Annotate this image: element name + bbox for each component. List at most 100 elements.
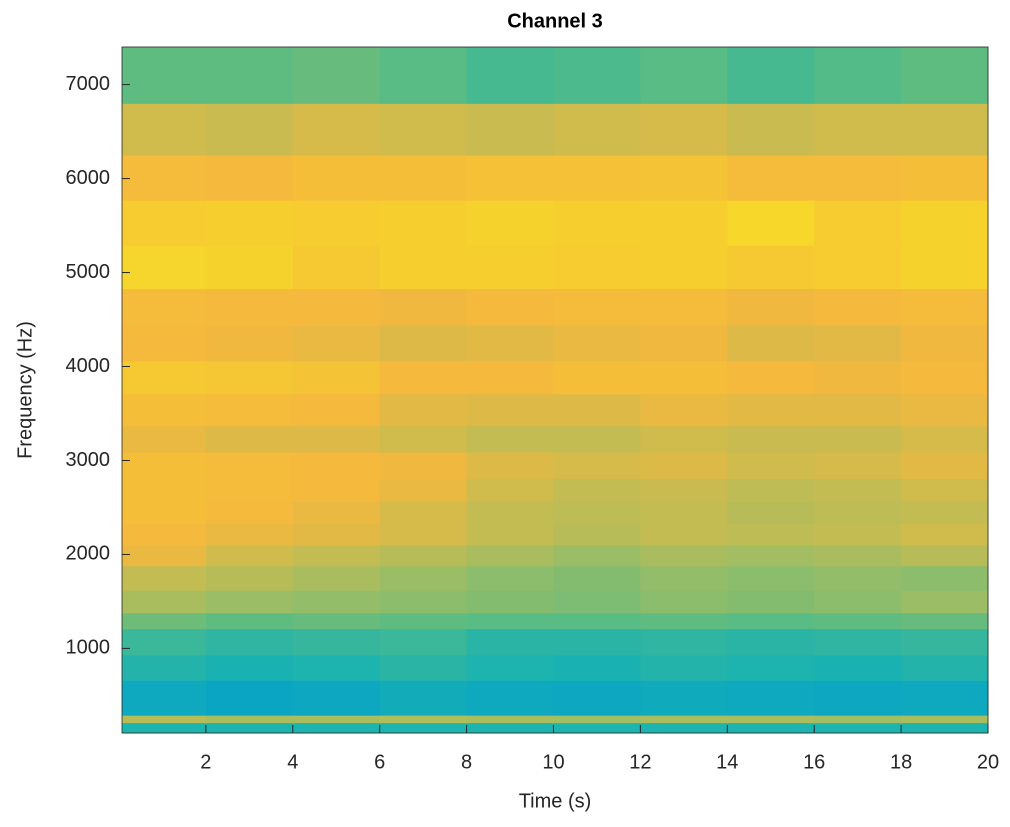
heatmap-cell — [814, 612, 902, 630]
heatmap-cell — [640, 452, 728, 479]
y-tick-label: 7000 — [66, 73, 111, 95]
heatmap-cell — [205, 288, 294, 326]
heatmap-cell — [205, 452, 294, 479]
chart-title: Channel 3 — [507, 10, 603, 32]
heatmap-cell — [901, 722, 989, 734]
heatmap-cell — [640, 545, 728, 567]
heatmap-cell — [466, 393, 554, 427]
heatmap-cell — [727, 565, 815, 591]
heatmap-cell — [122, 680, 207, 716]
heatmap-cell — [814, 523, 902, 546]
heatmap-cell — [553, 245, 641, 290]
heatmap-cell — [727, 478, 815, 502]
heatmap-cell — [901, 288, 989, 326]
heatmap-cell — [122, 200, 207, 246]
heatmap-cell — [205, 245, 294, 290]
heatmap-cell — [466, 103, 554, 156]
heatmap-cell — [814, 565, 902, 591]
heatmap-cell — [205, 360, 294, 395]
heatmap-cell — [727, 245, 815, 290]
heatmap-cell — [814, 325, 902, 362]
heatmap-cell — [379, 590, 468, 614]
heatmap-cell — [379, 452, 468, 479]
heatmap-cell — [122, 47, 207, 104]
heatmap-cell — [640, 360, 728, 395]
heatmap-cell — [727, 628, 815, 656]
heatmap-cell — [727, 288, 815, 326]
heatmap-cell — [379, 715, 468, 724]
heatmap-cell — [727, 722, 815, 734]
heatmap-cell — [901, 715, 989, 724]
heatmap-cell — [901, 103, 989, 156]
heatmap-cell — [901, 500, 989, 524]
heatmap-cell — [379, 565, 468, 591]
heatmap-cell — [466, 722, 554, 734]
heatmap-cell — [814, 155, 902, 201]
y-axis-label: Frequency (Hz) — [14, 321, 36, 459]
y-tick-label: 4000 — [66, 355, 111, 377]
heatmap-cell — [466, 655, 554, 681]
heatmap-cell — [205, 565, 294, 591]
heatmap-cell — [901, 590, 989, 614]
heatmap-cell — [901, 680, 989, 716]
heatmap-cell — [292, 360, 381, 395]
heatmap-cell — [553, 590, 641, 614]
heatmap-cell — [640, 655, 728, 681]
heatmap-cell — [466, 288, 554, 326]
heatmap-cell — [814, 245, 902, 290]
heatmap-cell — [122, 155, 207, 201]
heatmap-cell — [292, 500, 381, 524]
heatmap-cell — [814, 545, 902, 567]
heatmap-cell — [379, 393, 468, 427]
x-tick-label: 2 — [200, 751, 211, 773]
heatmap-cell — [814, 452, 902, 479]
heatmap-cell — [292, 565, 381, 591]
heatmap-cell — [901, 612, 989, 630]
heatmap-cell — [292, 545, 381, 567]
y-tick-label: 6000 — [66, 167, 111, 189]
heatmap-cell — [379, 722, 468, 734]
heatmap-cell — [292, 452, 381, 479]
heatmap-cell — [640, 628, 728, 656]
heatmap-cell — [727, 425, 815, 453]
heatmap-cell — [640, 47, 728, 104]
heatmap-cell — [466, 590, 554, 614]
heatmap-cell — [640, 715, 728, 724]
x-tick-label: 18 — [890, 751, 912, 773]
x-tick-label: 6 — [374, 751, 385, 773]
heatmap-cell — [466, 565, 554, 591]
heatmap-cell — [553, 360, 641, 395]
x-axis-label: Time (s) — [519, 790, 592, 812]
heatmap-cell — [814, 590, 902, 614]
heatmap-cell — [379, 500, 468, 524]
heatmap-cell — [901, 425, 989, 453]
heatmap-cell — [122, 288, 207, 326]
heatmap-cell — [814, 288, 902, 326]
heatmap-cell — [640, 155, 728, 201]
heatmap-cell — [727, 393, 815, 427]
heatmap-cell — [466, 545, 554, 567]
heatmap-cell — [466, 325, 554, 362]
heatmap-cell — [122, 360, 207, 395]
heatmap-cell — [901, 452, 989, 479]
heatmap-cell — [122, 425, 207, 453]
heatmap-cell — [901, 393, 989, 427]
heatmap-cell — [122, 500, 207, 524]
heatmap-cell — [640, 565, 728, 591]
heatmap-cell — [553, 103, 641, 156]
heatmap-cell — [205, 200, 294, 246]
heatmap-cell — [379, 628, 468, 656]
heatmap-cell — [814, 393, 902, 427]
heatmap-cell — [901, 478, 989, 502]
heatmap-cell — [122, 523, 207, 546]
heatmap-cell — [901, 360, 989, 395]
heatmap-cell — [466, 155, 554, 201]
heatmap-cell — [379, 47, 468, 104]
heatmap-cell — [379, 155, 468, 201]
heatmap-cell — [727, 612, 815, 630]
heatmap-cell — [814, 680, 902, 716]
heatmap-cell — [379, 612, 468, 630]
heatmap-cell — [466, 500, 554, 524]
heatmap-cell — [205, 478, 294, 502]
heatmap-cell — [205, 425, 294, 453]
